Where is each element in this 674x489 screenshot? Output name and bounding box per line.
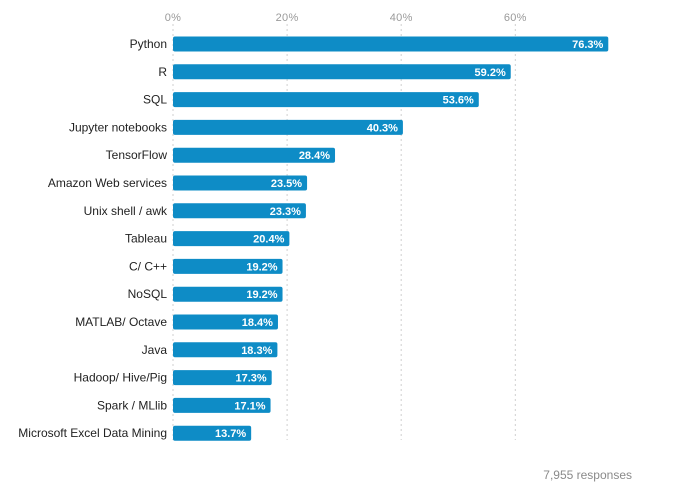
data-label: 18.3% (241, 345, 272, 357)
category-label: Hadoop/ Hive/Pig (74, 371, 167, 385)
category-label: Spark / MLlib (97, 398, 167, 412)
data-label: 18.4% (242, 317, 273, 329)
x-tick-label: 0% (165, 12, 182, 24)
data-label: 19.2% (246, 289, 277, 301)
x-tick-label: 40% (390, 12, 413, 24)
data-label: 17.3% (235, 373, 266, 385)
category-label: Jupyter notebooks (69, 120, 167, 134)
data-label: 19.2% (246, 261, 277, 273)
x-axis-ticks: 0% 20% 40% 60% (165, 12, 527, 24)
data-label: 40.3% (367, 122, 398, 134)
bar (173, 286, 283, 302)
bar (173, 175, 308, 191)
data-label: 20.4% (253, 234, 284, 246)
category-label: Amazon Web services (48, 176, 167, 190)
bar (173, 342, 278, 358)
bars (173, 36, 609, 441)
bar (173, 119, 403, 135)
category-label: Java (142, 343, 168, 357)
category-label: TensorFlow (106, 148, 168, 162)
bar (173, 36, 609, 52)
x-tick-label: 20% (276, 12, 299, 24)
bar (173, 425, 252, 441)
bar (173, 370, 272, 386)
data-label: 59.2% (475, 67, 506, 79)
data-label: 13.7% (215, 428, 246, 440)
grid-layer (172, 24, 516, 440)
data-label: 23.5% (271, 178, 302, 190)
bar (173, 147, 336, 163)
category-labels: Python R SQL Jupyter notebooks TensorFlow Ama… (18, 37, 168, 440)
bar (173, 397, 271, 413)
data-label: 76.3% (572, 39, 603, 51)
value-labels: 76.3% 59.2% 53.6% 40.3% 28.4% 23.5% 23.3% 20.4%… (215, 39, 604, 440)
bar (173, 231, 290, 247)
data-label: 23.3% (270, 206, 301, 218)
category-label: Unix shell / awk (84, 204, 168, 218)
data-label: 17.1% (234, 400, 265, 412)
bar (173, 92, 479, 108)
bar (173, 203, 306, 219)
bar (173, 64, 511, 80)
category-label: Tableau (125, 232, 167, 246)
category-label: Microsoft Excel Data Mining (18, 426, 167, 440)
response-count: 7,955 responses (543, 468, 632, 482)
category-label: NoSQL (128, 287, 168, 301)
category-label: C/ C++ (129, 259, 167, 273)
data-label: 53.6% (443, 95, 474, 107)
data-label: 28.4% (299, 150, 330, 162)
bar (173, 314, 278, 330)
x-tick-label: 60% (504, 12, 527, 24)
category-label: MATLAB/ Octave (75, 315, 167, 329)
bar (173, 258, 283, 274)
category-label: R (158, 65, 167, 79)
category-label: SQL (143, 93, 167, 107)
category-label: Python (130, 37, 167, 51)
